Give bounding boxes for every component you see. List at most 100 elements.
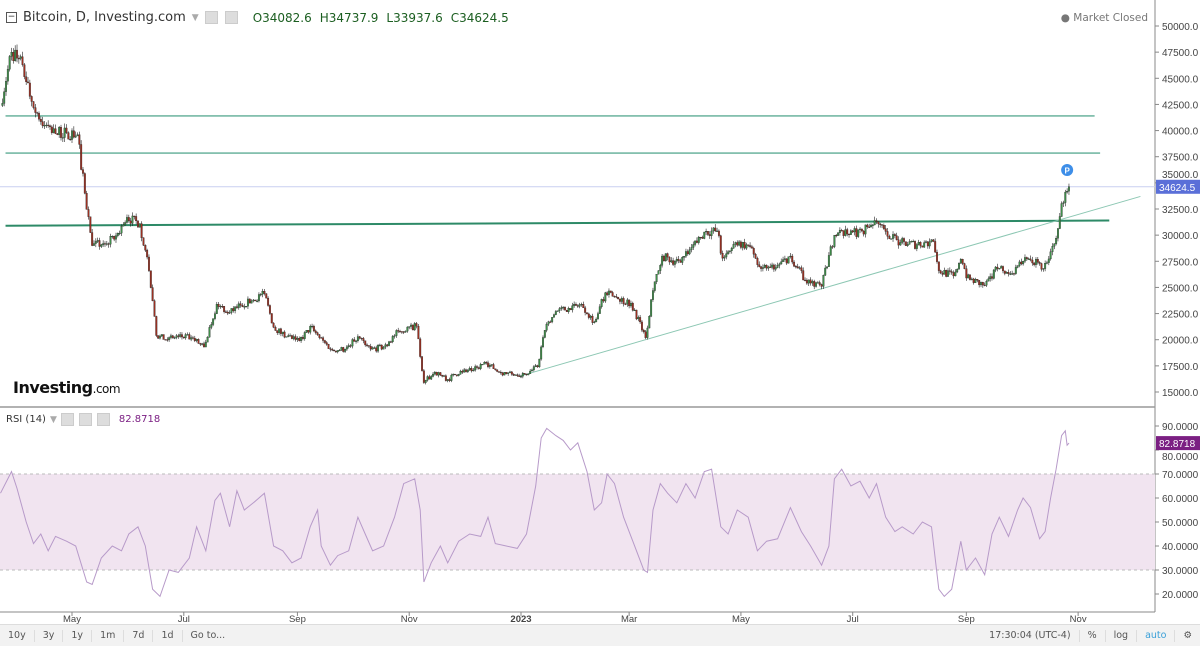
candle-up [597,313,599,320]
candle-down [226,311,229,314]
range-1m[interactable]: 1m [92,629,125,642]
chart-canvas[interactable]: 15000.0 17500.0 20000.0 22500.0 25000.0 27500… [0,0,1200,624]
candle-up [404,330,407,333]
open-value: O34082.6 [252,10,312,25]
candle-down [717,230,720,236]
candle-down [743,242,746,249]
candle-up [540,346,543,360]
close-value: C34624.5 [450,10,509,25]
candle-down [364,340,367,346]
candle-up [648,316,651,329]
range-3y[interactable]: 3y [35,629,64,642]
rsi-tick-label: 50.0000 [1162,518,1199,529]
candle-down [193,337,196,341]
candle-down [113,235,116,240]
candle-down [635,309,638,320]
gear-icon[interactable]: ⚙ [1183,629,1192,641]
candle-up [58,127,61,135]
candle-up [694,240,697,245]
visibility-icon[interactable] [60,413,74,426]
candle-down [914,241,916,249]
candle-down [809,279,812,284]
candle-up [228,312,231,314]
candle-down [322,337,325,341]
chevron-down-icon[interactable]: ▼ [49,414,57,425]
candle-up [14,49,17,62]
candle-down [708,234,711,236]
candle-down [267,297,270,306]
candle-up [532,366,535,371]
range-7d[interactable]: 7d [124,629,154,642]
candle-up [815,282,818,287]
price-tick-label: 15000.0 [1162,388,1199,399]
collapse-icon[interactable]: − [6,12,17,23]
candle-up [410,324,412,327]
time-tick-label: Nov [401,614,418,624]
chevron-down-icon[interactable]: ▼ [191,12,199,23]
candle-up [727,251,730,254]
rsi-tick-label: 80.0000 [1162,452,1199,463]
candle-up [956,269,959,273]
candle-down [369,346,372,350]
candle-up [545,323,548,331]
candle-up [681,257,684,263]
candle-up [637,317,640,320]
candle-up [899,242,902,246]
candle-down [800,267,803,271]
candle-up [120,226,123,234]
candle-down [353,339,356,342]
candle-up [697,236,700,243]
candle-up [947,270,949,277]
percent-toggle[interactable]: % [1080,629,1106,642]
candle-down [793,261,796,267]
candle-down [149,270,152,288]
candle-up [763,264,766,268]
candle-up [76,134,79,137]
range-1d[interactable]: 1d [153,629,183,642]
candle-down [444,375,447,381]
candle-up [798,267,801,269]
candle-up [443,375,445,377]
candle-down [701,237,704,239]
candle-down [358,336,361,339]
settings-icon[interactable] [78,413,92,426]
rsi-title[interactable]: RSI (14) [6,414,46,425]
candle-up [395,330,398,336]
auto-toggle[interactable]: auto [1137,629,1176,642]
candle-up [527,373,530,376]
last-price-label: 34624.5 [1159,183,1196,194]
candle-up [670,260,673,263]
candle-up [468,368,471,371]
candle-down [1020,261,1023,265]
rsi-line [0,427,1070,598]
visibility-icon[interactable] [204,11,218,24]
candle-up [534,365,537,367]
settings-icon[interactable] [224,11,238,24]
candle-down [224,311,227,313]
candle-down [203,343,205,348]
candle-down [1040,263,1043,270]
candle-up [74,135,77,138]
time-tick-label: Jul [847,614,859,624]
goto-button[interactable]: Go to... [190,629,226,641]
time-tick-label: Jul [178,614,190,624]
candle-up [1,103,4,106]
log-toggle[interactable]: log [1106,629,1138,642]
candle-up [767,266,770,269]
market-status: ● Market Closed [1060,12,1148,24]
candle-up [208,327,211,338]
candle-up [816,282,819,284]
close-icon[interactable] [96,413,110,426]
candle-down [615,296,618,298]
candle-down [422,370,425,383]
candle-down [888,236,891,239]
range-1y[interactable]: 1y [63,629,93,642]
candle-up [664,253,667,262]
candle-up [529,370,532,374]
candle-up [538,358,541,368]
symbol-title[interactable]: Bitcoin, D, Investing.com [23,10,186,25]
candle-up [562,307,565,309]
range-10y[interactable]: 10y [0,629,35,642]
candle-down [1031,259,1034,264]
candle-down [34,107,37,113]
